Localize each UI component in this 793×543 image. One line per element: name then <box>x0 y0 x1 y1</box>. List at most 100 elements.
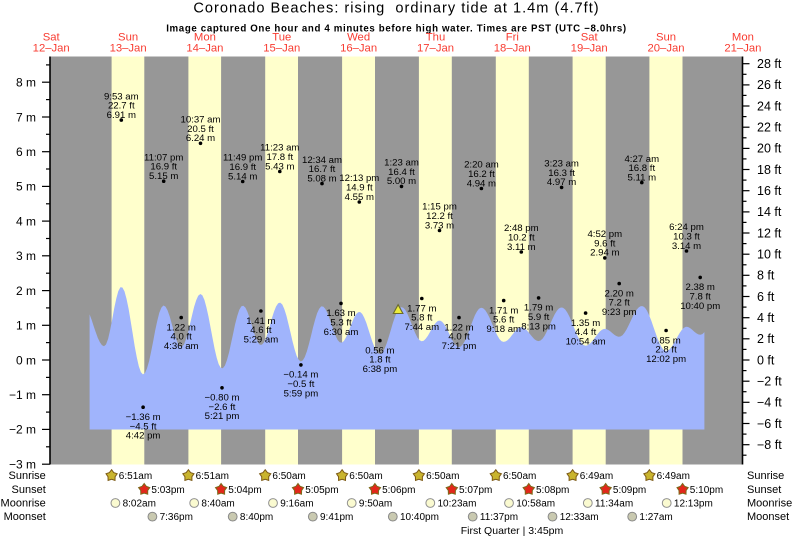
svg-text:8:13 pm: 8:13 pm <box>521 321 556 332</box>
svg-text:4 m: 4 m <box>16 214 36 228</box>
svg-text:1.79 m: 1.79 m <box>524 303 553 314</box>
svg-text:15–Jan: 15–Jan <box>263 43 300 55</box>
svg-text:5.11 m: 5.11 m <box>627 172 656 183</box>
svg-text:4.0 ft: 4.0 ft <box>448 332 470 343</box>
svg-text:4 ft: 4 ft <box>757 311 775 325</box>
svg-text:21–Jan: 21–Jan <box>724 43 761 55</box>
svg-text:11:34am: 11:34am <box>595 499 633 510</box>
svg-text:Sat: Sat <box>581 32 599 44</box>
svg-text:5:07pm: 5:07pm <box>459 485 492 496</box>
svg-text:5:09pm: 5:09pm <box>613 485 646 496</box>
svg-text:10 ft: 10 ft <box>757 248 782 262</box>
svg-text:Moonset: Moonset <box>4 511 46 523</box>
svg-text:3:23 am: 3:23 am <box>544 159 579 170</box>
svg-text:1.71 m: 1.71 m <box>489 305 518 316</box>
svg-text:7 m: 7 m <box>16 110 36 124</box>
svg-text:Moonrise: Moonrise <box>1 498 46 510</box>
svg-text:12.2 ft: 12.2 ft <box>426 211 453 222</box>
svg-text:4.55 m: 4.55 m <box>345 192 374 203</box>
svg-text:9:50am: 9:50am <box>359 499 392 510</box>
svg-text:10:40pm: 10:40pm <box>400 512 439 523</box>
svg-text:6.24 m: 6.24 m <box>186 133 215 144</box>
svg-text:5:29 am: 5:29 am <box>244 334 279 345</box>
svg-text:1 m: 1 m <box>16 319 36 333</box>
svg-text:26 ft: 26 ft <box>757 78 782 92</box>
svg-text:12:02 pm: 12:02 pm <box>646 354 686 365</box>
svg-text:−4.5 ft: −4.5 ft <box>130 421 157 432</box>
svg-text:5.3 ft: 5.3 ft <box>330 318 352 329</box>
svg-text:1:27am: 1:27am <box>639 512 672 523</box>
svg-text:Moonset: Moonset <box>747 511 789 523</box>
svg-text:0.56 m: 0.56 m <box>365 345 394 356</box>
svg-text:5:10pm: 5:10pm <box>690 485 723 496</box>
svg-text:12 ft: 12 ft <box>757 226 782 240</box>
svg-text:5:03pm: 5:03pm <box>151 485 184 496</box>
svg-text:3 m: 3 m <box>16 249 36 263</box>
svg-text:0 m: 0 m <box>16 353 36 367</box>
svg-text:Sun: Sun <box>118 32 138 44</box>
svg-text:−6 ft: −6 ft <box>757 417 782 431</box>
svg-text:10:58am: 10:58am <box>516 499 555 510</box>
svg-text:−4 ft: −4 ft <box>757 396 782 410</box>
svg-text:17–Jan: 17–Jan <box>417 43 454 55</box>
svg-text:5.43 m: 5.43 m <box>265 161 294 172</box>
svg-text:16.8 ft: 16.8 ft <box>628 163 655 174</box>
svg-text:4.6 ft: 4.6 ft <box>250 325 272 336</box>
svg-text:2.94 m: 2.94 m <box>590 248 619 259</box>
svg-text:4:36 am: 4:36 am <box>164 341 199 352</box>
svg-text:16–Jan: 16–Jan <box>340 43 377 55</box>
svg-text:2:20 am: 2:20 am <box>464 160 499 171</box>
svg-text:4:42 pm: 4:42 pm <box>126 431 161 442</box>
svg-text:11:49 pm: 11:49 pm <box>223 153 262 164</box>
svg-text:7.2 ft: 7.2 ft <box>609 298 631 309</box>
svg-text:−1.36 m: −1.36 m <box>126 412 161 423</box>
svg-text:12–Jan: 12–Jan <box>33 43 70 55</box>
svg-text:Mon: Mon <box>194 32 216 44</box>
svg-text:7:21 pm: 7:21 pm <box>442 341 477 352</box>
svg-text:12:34 am: 12:34 am <box>302 155 342 166</box>
svg-text:2 ft: 2 ft <box>757 332 775 346</box>
svg-text:6:49am: 6:49am <box>580 471 613 482</box>
svg-text:Fri: Fri <box>506 32 519 44</box>
svg-text:9:41pm: 9:41pm <box>320 512 353 523</box>
svg-text:7:44 am: 7:44 am <box>404 322 439 333</box>
svg-text:1.77 m: 1.77 m <box>407 303 436 314</box>
svg-text:8:40am: 8:40am <box>201 499 234 510</box>
svg-text:5.9 ft: 5.9 ft <box>528 312 550 323</box>
svg-text:Moonrise: Moonrise <box>747 498 792 510</box>
svg-text:5:08pm: 5:08pm <box>536 485 569 496</box>
svg-text:9:23 pm: 9:23 pm <box>602 307 637 318</box>
svg-text:6:51am: 6:51am <box>196 471 229 482</box>
svg-text:19–Jan: 19–Jan <box>571 43 608 55</box>
svg-text:3.73 m: 3.73 m <box>425 220 454 231</box>
svg-text:18 ft: 18 ft <box>757 163 782 177</box>
svg-text:Thu: Thu <box>426 32 445 44</box>
svg-text:28 ft: 28 ft <box>757 57 782 71</box>
svg-text:18–Jan: 18–Jan <box>494 43 531 55</box>
svg-text:5:06pm: 5:06pm <box>382 485 415 496</box>
svg-text:4.0 ft: 4.0 ft <box>171 332 193 343</box>
svg-text:Sun: Sun <box>656 32 676 44</box>
svg-text:4.4 ft: 4.4 ft <box>575 327 597 338</box>
svg-text:6:30 am: 6:30 am <box>324 327 359 338</box>
svg-text:6:38 pm: 6:38 pm <box>363 364 398 375</box>
svg-text:14–Jan: 14–Jan <box>186 43 223 55</box>
svg-text:10:37 am: 10:37 am <box>180 115 220 126</box>
svg-text:16.2 ft: 16.2 ft <box>468 169 495 180</box>
svg-text:6 m: 6 m <box>16 145 36 159</box>
svg-text:5.08 m: 5.08 m <box>307 173 336 184</box>
svg-text:22 ft: 22 ft <box>757 121 782 135</box>
svg-text:16.3 ft: 16.3 ft <box>548 168 575 179</box>
svg-text:11:07 pm: 11:07 pm <box>144 152 183 163</box>
svg-text:3.11 m: 3.11 m <box>507 242 536 253</box>
svg-text:Wed: Wed <box>347 32 370 44</box>
svg-text:16.4 ft: 16.4 ft <box>388 167 415 178</box>
svg-text:−2.6 ft: −2.6 ft <box>209 402 236 413</box>
svg-text:6:50am: 6:50am <box>426 471 459 482</box>
svg-text:22.7 ft: 22.7 ft <box>108 101 135 112</box>
svg-text:Tue: Tue <box>272 32 291 44</box>
svg-text:6:49am: 6:49am <box>657 471 690 482</box>
svg-text:1.22 m: 1.22 m <box>444 322 473 333</box>
svg-text:9:53 am: 9:53 am <box>104 91 139 102</box>
svg-text:9.6 ft: 9.6 ft <box>594 238 616 249</box>
